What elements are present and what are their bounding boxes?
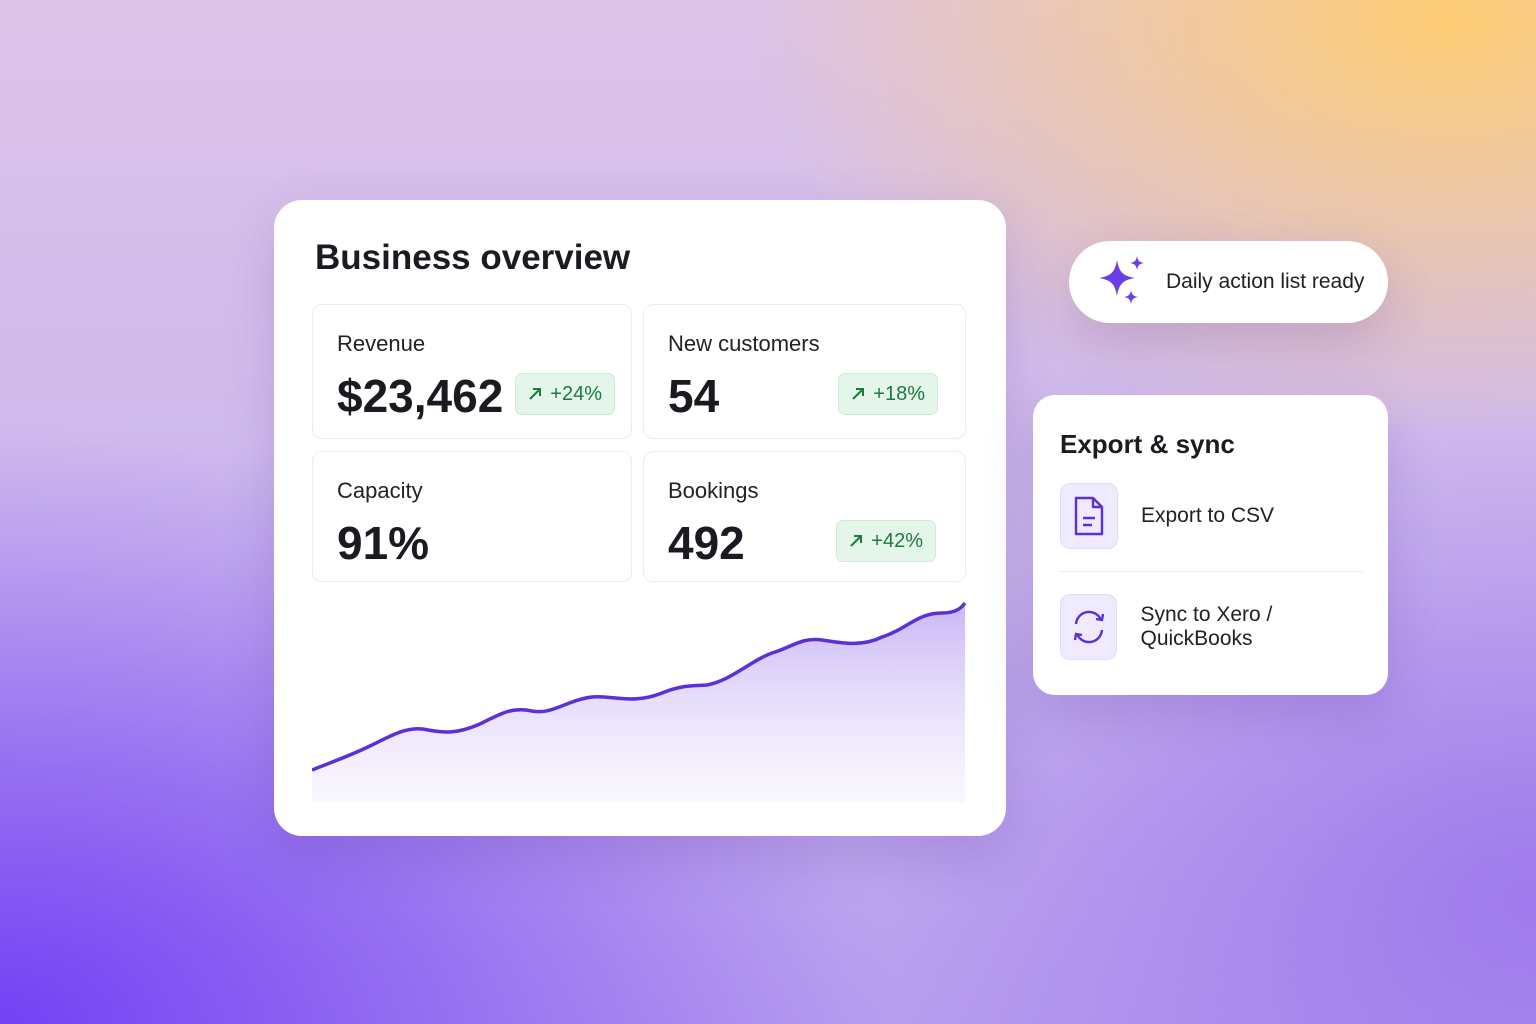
arrow-icon [529,388,542,400]
change-text: +18% [873,382,925,405]
action-label: Sync to Xero / QuickBooks [1140,603,1273,650]
export-card: Export & sync Export to CSV Sync to Xero… [1033,395,1388,695]
metric-card: New customers 54 +18% [643,304,966,439]
overview-card: Business overview Revenue $23,462 +24% N… [274,200,1006,836]
trend-line [312,601,967,772]
notification-pill[interactable]: Daily action list ready [1069,241,1388,323]
sparkle-icon [1099,256,1144,304]
notification-text: Daily action list ready [1166,270,1365,293]
trend-sparkline [312,601,967,802]
metric-label: Capacity [337,478,423,503]
export-action[interactable]: Export to CSV [1060,483,1274,549]
sync-icon [1060,594,1118,660]
change-text: +24% [550,382,602,405]
export-title: Export & sync [1060,429,1235,459]
metric-card: Revenue $23,462 +24% [312,304,632,439]
change-badge: +18% [838,373,938,415]
sync-action[interactable]: Sync to Xero / QuickBooks [1060,594,1388,660]
change-badge: +24% [515,373,615,415]
metric-card: Bookings 492 +42% [643,451,966,582]
metric-value: 54 [668,370,720,422]
metric-label: New customers [668,331,820,356]
arrow-icon [852,388,865,400]
metric-label: Revenue [337,331,426,356]
divider [1060,571,1363,572]
overview-title: Business overview [315,238,631,277]
change-badge: +42% [836,520,936,562]
file-icon [1060,483,1118,549]
change-text: +42% [871,529,923,552]
metric-label: Bookings [668,478,759,503]
trend-area [312,603,965,802]
arrow-icon [850,535,863,547]
metric-value: 492 [668,517,745,569]
metric-value: $23,462 [337,370,504,422]
metric-card: Capacity 91% [312,451,632,582]
action-label: Export to CSV [1141,504,1275,527]
metric-value: 91% [337,517,430,569]
